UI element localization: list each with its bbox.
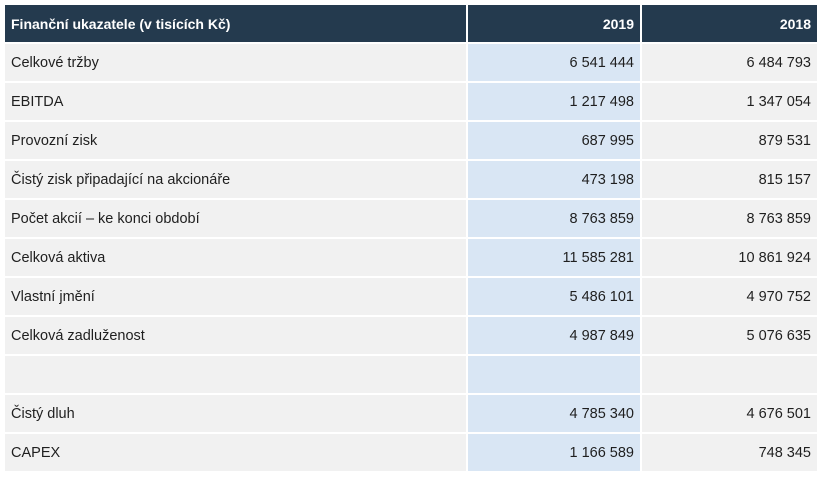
value-2018: 4 970 752 [642,276,817,315]
value-2018: 4 676 501 [642,393,817,432]
value-2018: 879 531 [642,120,817,159]
row-label: Čistý dluh [5,393,468,432]
table-header-row: Finanční ukazatele (v tisících Kč) 2019 … [5,5,817,42]
row-label: Celkové tržby [5,42,468,81]
header-year-2018: 2018 [642,5,817,42]
table-row: Provozní zisk 687 995 879 531 [5,120,817,159]
value-2019 [468,354,642,393]
table-row-empty [5,354,817,393]
row-label: Provozní zisk [5,120,468,159]
row-label: Celková aktiva [5,237,468,276]
financial-indicators-table: Finanční ukazatele (v tisících Kč) 2019 … [5,5,817,471]
value-2019: 5 486 101 [468,276,642,315]
row-label: Čistý zisk připadající na akcionáře [5,159,468,198]
table-row: Počet akcií – ke konci období 8 763 859 … [5,198,817,237]
value-2019: 11 585 281 [468,237,642,276]
value-2018: 10 861 924 [642,237,817,276]
value-2018: 1 347 054 [642,81,817,120]
row-label [5,354,468,393]
table-row: Celková zadluženost 4 987 849 5 076 635 [5,315,817,354]
row-label: EBITDA [5,81,468,120]
value-2019: 1 166 589 [468,432,642,471]
value-2018: 6 484 793 [642,42,817,81]
value-2019: 4 785 340 [468,393,642,432]
table-row: Celková aktiva 11 585 281 10 861 924 [5,237,817,276]
value-2018: 5 076 635 [642,315,817,354]
header-label: Finanční ukazatele (v tisících Kč) [5,5,468,42]
value-2019: 8 763 859 [468,198,642,237]
row-label: Celková zadluženost [5,315,468,354]
value-2019: 4 987 849 [468,315,642,354]
value-2019: 687 995 [468,120,642,159]
table-row: EBITDA 1 217 498 1 347 054 [5,81,817,120]
value-2019: 1 217 498 [468,81,642,120]
value-2018: 748 345 [642,432,817,471]
header-year-2019: 2019 [468,5,642,42]
value-2018: 815 157 [642,159,817,198]
table-row: Celkové tržby 6 541 444 6 484 793 [5,42,817,81]
table-row: Vlastní jmění 5 486 101 4 970 752 [5,276,817,315]
value-2018 [642,354,817,393]
value-2019: 6 541 444 [468,42,642,81]
row-label: Vlastní jmění [5,276,468,315]
row-label: Počet akcií – ke konci období [5,198,468,237]
table-row: CAPEX 1 166 589 748 345 [5,432,817,471]
value-2018: 8 763 859 [642,198,817,237]
table-row: Čistý dluh 4 785 340 4 676 501 [5,393,817,432]
row-label: CAPEX [5,432,468,471]
value-2019: 473 198 [468,159,642,198]
table-row: Čistý zisk připadající na akcionáře 473 … [5,159,817,198]
